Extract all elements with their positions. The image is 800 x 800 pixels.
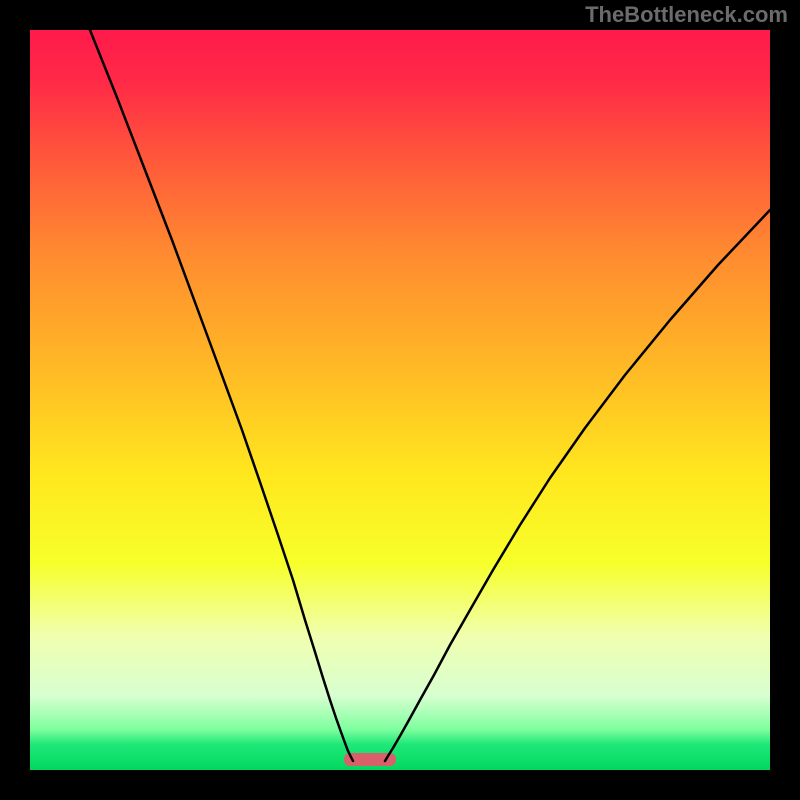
chart-frame: TheBottleneck.com [0,0,800,800]
plot-area [30,30,770,770]
bottleneck-curve [30,30,770,770]
watermark-text: TheBottleneck.com [585,2,788,28]
